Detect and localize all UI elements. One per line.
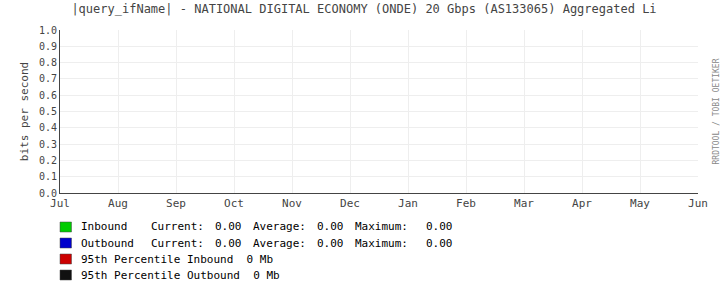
svg-text:95th Percentile Inbound 0 Mb: 95th Percentile Inbound 0 Mb <box>81 253 273 266</box>
svg-text:0.2: 0.2 <box>39 155 57 166</box>
svg-text:Maximum:: Maximum: <box>355 220 408 233</box>
svg-text:0.00: 0.00 <box>215 220 242 233</box>
svg-text:|query_ifName| - NATIONAL DIGI: |query_ifName| - NATIONAL DIGITAL ECONOM… <box>71 2 656 16</box>
svg-text:Aug: Aug <box>108 197 128 210</box>
svg-text:0.8: 0.8 <box>39 57 57 68</box>
svg-text:Inbound: Inbound <box>81 220 127 233</box>
svg-text:1.0: 1.0 <box>39 25 57 36</box>
svg-text:Jun: Jun <box>688 197 708 210</box>
svg-text:Jan: Jan <box>398 197 418 210</box>
svg-text:Feb: Feb <box>456 197 476 210</box>
svg-text:Jul: Jul <box>50 197 70 210</box>
svg-text:0.00: 0.00 <box>426 220 453 233</box>
svg-text:0.00: 0.00 <box>426 237 453 250</box>
svg-text:0.6: 0.6 <box>39 90 57 101</box>
svg-text:0.9: 0.9 <box>39 41 57 52</box>
svg-text:Dec: Dec <box>340 197 360 210</box>
svg-text:Apr: Apr <box>572 197 592 210</box>
svg-text:Current:: Current: <box>151 237 204 250</box>
svg-text:Oct: Oct <box>224 197 244 210</box>
svg-text:95th Percentile Outbound 0 Mb: 95th Percentile Outbound 0 Mb <box>81 269 280 282</box>
svg-text:Average:: Average: <box>253 220 306 233</box>
svg-text:RRDTOOL / TOBI OETIKER: RRDTOOL / TOBI OETIKER <box>712 58 721 164</box>
svg-text:May: May <box>630 197 650 210</box>
svg-text:0.0: 0.0 <box>39 188 57 199</box>
svg-text:0.7: 0.7 <box>39 73 57 84</box>
svg-text:0.4: 0.4 <box>39 122 57 133</box>
svg-text:0.3: 0.3 <box>39 139 57 150</box>
svg-text:Sep: Sep <box>166 197 186 210</box>
svg-text:Maximum:: Maximum: <box>355 237 408 250</box>
svg-text:Mar: Mar <box>514 197 534 210</box>
svg-text:Outbound: Outbound <box>81 237 134 250</box>
svg-text:0.00: 0.00 <box>215 237 242 250</box>
svg-text:0.5: 0.5 <box>39 106 57 117</box>
svg-text:0.00: 0.00 <box>317 237 344 250</box>
svg-text:Current:: Current: <box>151 220 204 233</box>
svg-text:0.1: 0.1 <box>39 171 57 182</box>
svg-text:Average:: Average: <box>253 237 306 250</box>
svg-text:0.00: 0.00 <box>317 220 344 233</box>
svg-text:Nov: Nov <box>282 197 302 210</box>
svg-text:bits per second: bits per second <box>18 62 31 161</box>
